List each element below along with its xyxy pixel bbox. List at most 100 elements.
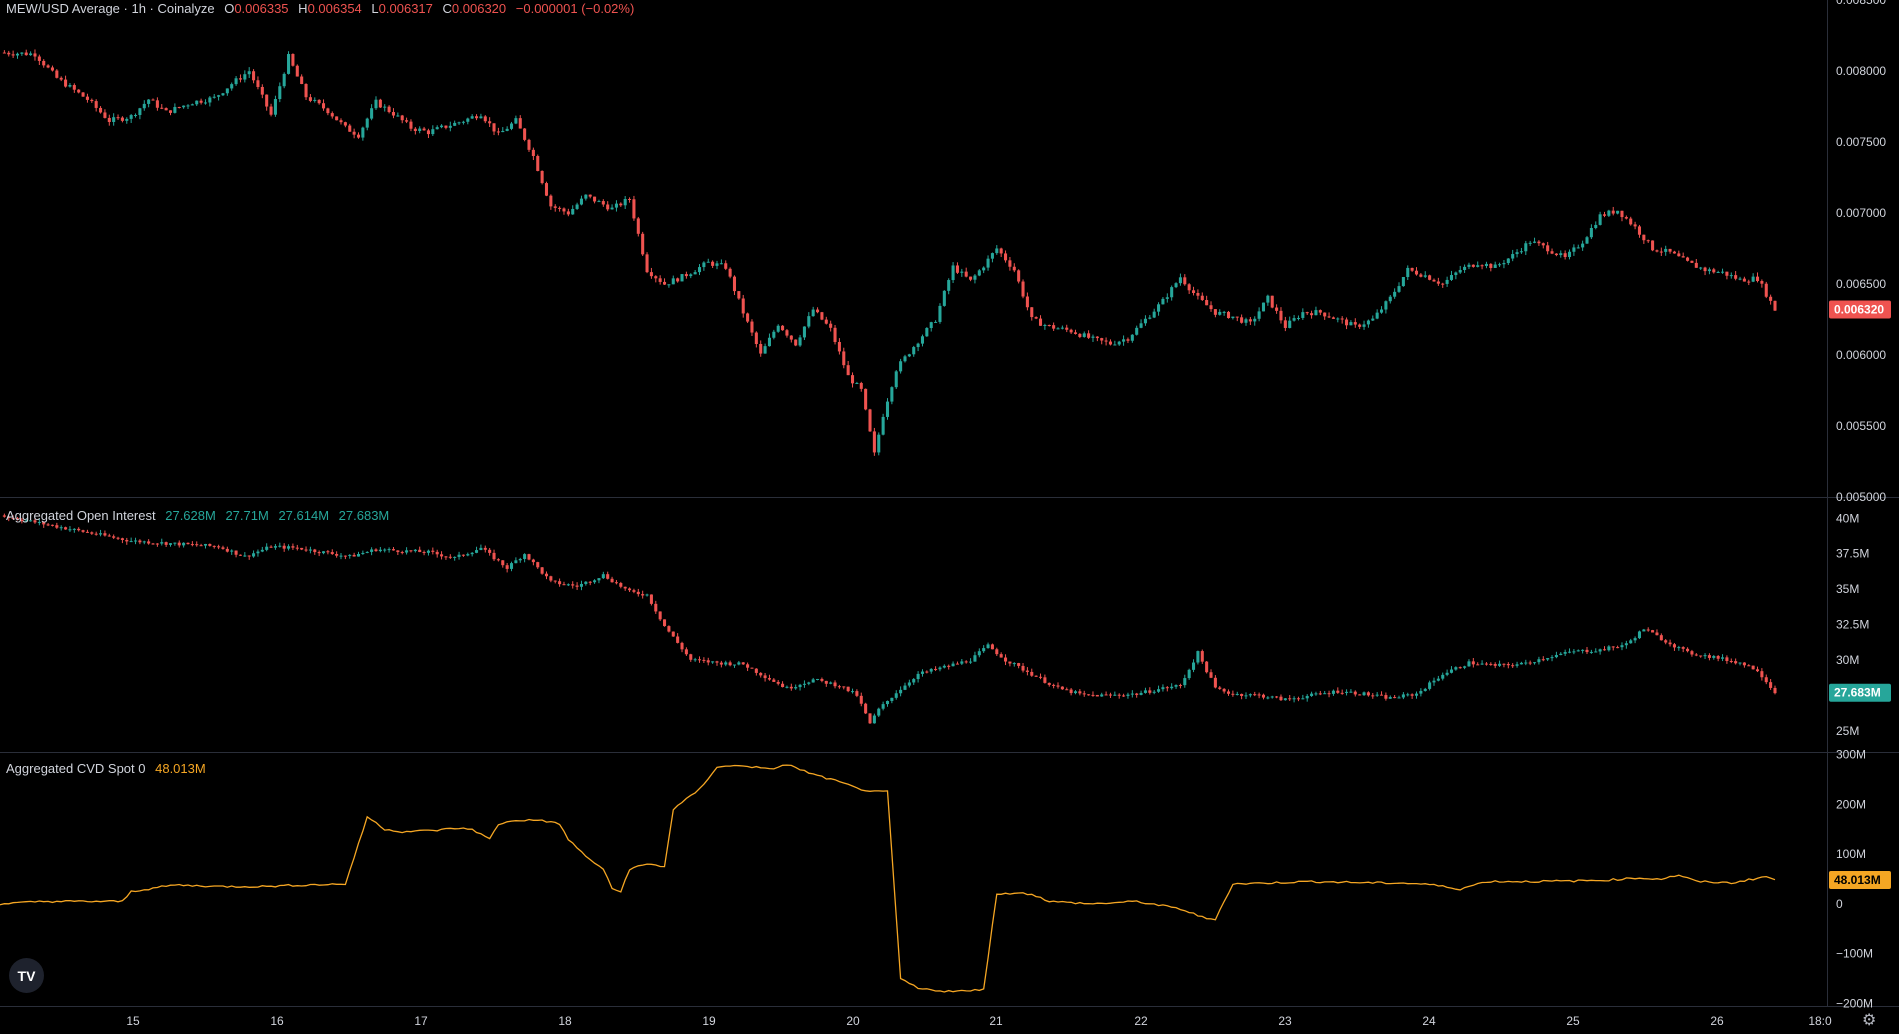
oi-candle (1449, 669, 1454, 673)
oi-candle (938, 667, 942, 670)
oi-candle (343, 555, 347, 557)
price-candle (514, 118, 518, 124)
close-label: C (442, 1, 452, 16)
oi-candle (151, 543, 155, 545)
price-candle (1751, 276, 1755, 282)
price-candle (348, 125, 352, 132)
price-candle (1126, 339, 1130, 341)
price-candle (483, 116, 487, 122)
oi-candle (1318, 693, 1322, 695)
oi-y-tick: 37.5M (1836, 547, 1869, 561)
oi-candle (295, 547, 299, 549)
oi-candle (1034, 675, 1038, 677)
price-candle (1257, 311, 1261, 319)
oi-candle (903, 685, 907, 690)
oi-candle (1165, 687, 1169, 689)
oi-candle (798, 684, 802, 688)
price-candle (737, 291, 741, 299)
oi-candle (291, 546, 295, 548)
price-candle (1677, 253, 1681, 257)
price-candle (1506, 258, 1510, 264)
oi-candle (1436, 678, 1440, 681)
tradingview-logo-icon[interactable]: TV (9, 958, 44, 993)
oi-candle (1327, 693, 1331, 695)
price-candle (300, 76, 304, 85)
oi-candle (1690, 651, 1694, 655)
oi-candle (1270, 696, 1274, 698)
price-candle (1060, 327, 1064, 329)
oi-title[interactable]: Aggregated Open Interest (6, 508, 156, 523)
oi-candle (619, 583, 623, 587)
oi-candle (741, 662, 745, 665)
price-candle (1226, 311, 1231, 319)
price-candle (64, 79, 68, 87)
price-candle (575, 204, 579, 209)
oi-candle (1025, 670, 1029, 672)
cvd-title[interactable]: Aggregated CVD Spot 0 (6, 761, 146, 776)
oi-candle (1463, 666, 1467, 668)
price-candle (466, 118, 470, 122)
price-candle (877, 434, 881, 453)
oi-candle (680, 642, 684, 650)
price-candle (273, 99, 277, 115)
price-candle (1721, 271, 1725, 273)
oi-candle (400, 552, 404, 554)
oi-candle (321, 551, 326, 554)
oi-candle (90, 532, 94, 534)
time-tick: 19 (702, 1014, 716, 1028)
oi-candle (1476, 664, 1480, 666)
symbol-title[interactable]: MEW/USD Average · 1h · Coinalyze (6, 1, 215, 16)
price-candle (221, 93, 225, 96)
price-candle (614, 203, 618, 208)
price-candle (903, 356, 907, 362)
price-candle (1428, 275, 1432, 280)
oi-candle (899, 689, 903, 694)
price-candle (400, 115, 404, 121)
oi-candle (1060, 686, 1064, 690)
price-candle (1143, 318, 1147, 324)
oi-candle (610, 578, 614, 583)
oi-close: 27.683M (338, 508, 390, 523)
low-label: L (371, 1, 379, 16)
oi-candle (1248, 694, 1252, 696)
price-candle (304, 84, 308, 98)
price-candle (518, 118, 522, 129)
oi-candle (1143, 690, 1147, 693)
oi-candle (1677, 647, 1681, 649)
oi-low: 27.614M (278, 508, 330, 523)
price-candle (1038, 318, 1043, 326)
price-candle (947, 280, 951, 291)
price-candle (440, 125, 444, 128)
gear-icon[interactable]: ⚙ (1862, 1012, 1877, 1029)
price-candle (1554, 253, 1558, 256)
oi-candle (1139, 692, 1143, 695)
oi-candle (514, 560, 518, 564)
price-candle (1113, 344, 1117, 346)
oi-candle (837, 686, 841, 688)
oi-candle (1366, 692, 1370, 696)
oi-candle (409, 550, 413, 552)
oi-candle (1069, 689, 1073, 694)
oi-candle (2, 515, 6, 517)
oi-candle (693, 659, 697, 661)
oi-candle (986, 644, 990, 649)
price-candle (846, 365, 850, 376)
oi-candle (995, 649, 999, 655)
oi-candle (955, 663, 959, 665)
oi-candle (982, 648, 986, 652)
price-candle (195, 100, 199, 105)
oi-candle (1419, 690, 1423, 694)
oi-candle (1178, 685, 1182, 687)
oi-candle (426, 550, 430, 553)
price-candle (632, 199, 636, 219)
oi-candle (1314, 693, 1318, 695)
oi-candle (1537, 659, 1541, 663)
price-candle (864, 388, 868, 410)
oi-candle (584, 581, 588, 584)
oi-candle (422, 552, 426, 554)
price-candle (1563, 253, 1567, 258)
price-candle (1327, 316, 1331, 318)
price-candle (899, 361, 903, 372)
price-candle (1699, 267, 1703, 269)
